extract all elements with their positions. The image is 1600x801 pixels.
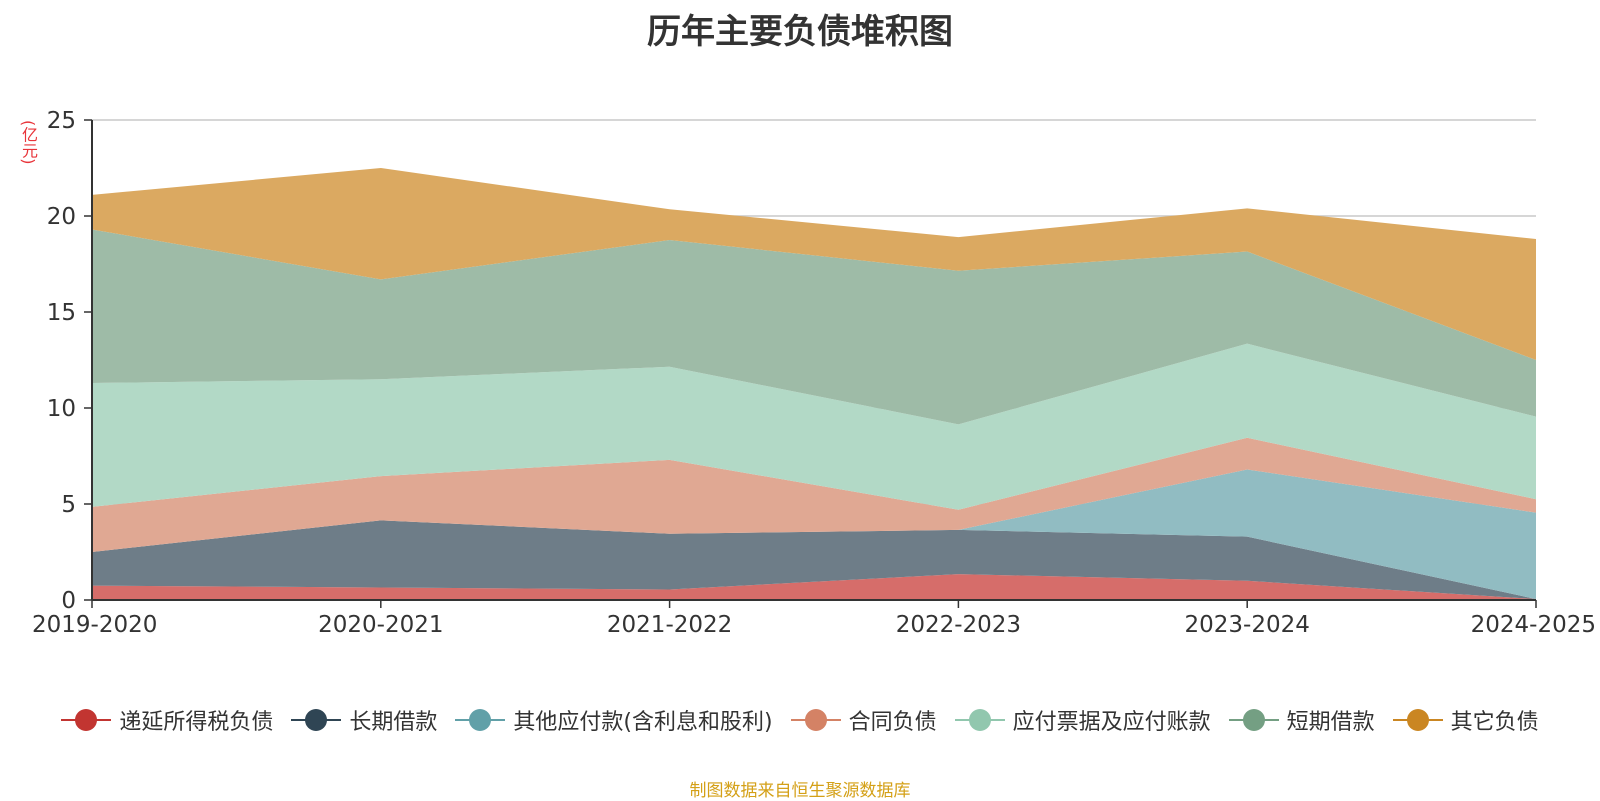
legend-item-5[interactable]: 应付票据及应付账款	[954, 704, 1211, 736]
axes: 0 5 10 15 20 25 2019-2020 2020-2021 2021-2022 202…	[32, 108, 1596, 638]
legend-label: 递延所得税负债	[119, 710, 274, 735]
legend-item-4[interactable]: 合同负债	[790, 704, 937, 736]
legend-label: 其他应付款(含利息和股利)	[513, 710, 773, 735]
y-tick-label: 0	[61, 588, 76, 614]
legend-marker-icon	[455, 708, 506, 732]
area-series-2	[92, 520, 1536, 600]
legend-item-1[interactable]: 递延所得税负债	[61, 704, 273, 736]
area-series-4	[92, 437, 1536, 552]
legend-item-3[interactable]: 其他应付款(含利息和股利)	[455, 704, 773, 736]
legend-label: 应付票据及应付账款	[1012, 710, 1211, 735]
legend-marker-icon	[954, 708, 1005, 732]
legend-marker-icon	[61, 708, 112, 732]
area-series	[92, 168, 1536, 600]
legend: 递延所得税负债 长期借款 其他应付款(含利息和股利) 合同负债 应付票据及应付账款 短期借…	[0, 702, 1600, 738]
x-tick-label: 2022-2023	[896, 612, 1021, 638]
legend-marker-icon	[291, 708, 342, 732]
area-series-5	[92, 343, 1536, 510]
legend-item-2[interactable]: 长期借款	[291, 704, 437, 736]
chart-title: 历年主要负债堆积图	[647, 12, 953, 52]
area-series-1	[92, 574, 1536, 600]
legend-marker-icon	[1392, 708, 1443, 732]
x-tick-label: 2021-2022	[607, 612, 732, 638]
legend-item-7[interactable]: 其它负债	[1392, 704, 1539, 736]
area-series-7	[92, 168, 1536, 360]
y-tick-label: 10	[47, 396, 76, 422]
x-tick-label: 2020-2021	[318, 612, 443, 638]
y-tick-label: 15	[47, 300, 76, 326]
legend-label: 短期借款	[1286, 710, 1375, 735]
legend-marker-icon	[1228, 708, 1279, 732]
source-note: 制图数据来自恒生聚源数据库	[689, 781, 911, 801]
area-series-3	[92, 469, 1536, 600]
stacked-area-chart: 0 5 10 15 20 25 2019-2020 2020-2021 2021-2022 202…	[32, 108, 1596, 638]
x-tick-label: 2019-2020	[32, 612, 157, 638]
legend-marker-icon	[790, 708, 841, 732]
legend-label: 长期借款	[349, 710, 438, 735]
legend-item-6[interactable]: 短期借款	[1228, 704, 1375, 736]
y-tick-label: 20	[47, 204, 76, 230]
legend-label: 合同负债	[848, 710, 937, 735]
area-series-6	[92, 229, 1536, 425]
legend-label: 其它负债	[1450, 710, 1539, 735]
y-tick-label: 5	[61, 492, 76, 518]
y-axis-unit-label: (亿元)	[19, 120, 38, 165]
x-tick-label: 2024-2025	[1471, 612, 1596, 638]
x-tick-label: 2023-2024	[1185, 612, 1310, 638]
y-tick-label: 25	[47, 108, 76, 134]
